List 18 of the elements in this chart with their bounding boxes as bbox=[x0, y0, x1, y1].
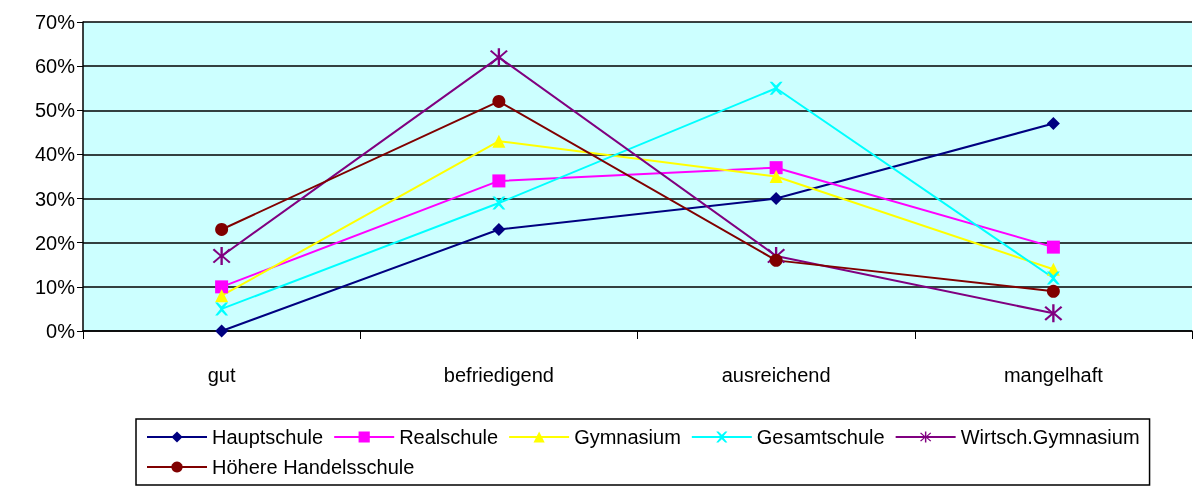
y-tick-label: 40% bbox=[34, 143, 76, 166]
y-tick-label: 10% bbox=[34, 275, 76, 298]
y-tick-label: 20% bbox=[34, 231, 76, 254]
y-tick-label: 60% bbox=[34, 55, 76, 78]
legend-label: Gymnasium bbox=[574, 426, 681, 448]
legend-label: Wirtsch.Gymnasium bbox=[960, 426, 1140, 448]
legend-label: Hauptschule bbox=[212, 426, 324, 448]
x-tick-label: gut bbox=[207, 364, 236, 386]
x-tick-label: mangelhaft bbox=[1003, 364, 1104, 386]
y-tick-label: 0% bbox=[46, 320, 76, 342]
legend-label: Gesamtschule bbox=[756, 426, 885, 448]
legend-label: Realschule bbox=[399, 426, 499, 448]
x-tick-label: ausreichend bbox=[721, 364, 831, 386]
legend-label: Höhere Handelsschule bbox=[212, 456, 415, 478]
x-tick-label: befriedigend bbox=[443, 364, 554, 386]
y-tick-label: 30% bbox=[34, 187, 76, 210]
y-tick-label: 50% bbox=[34, 99, 76, 122]
y-tick-label: 70% bbox=[34, 11, 76, 33]
